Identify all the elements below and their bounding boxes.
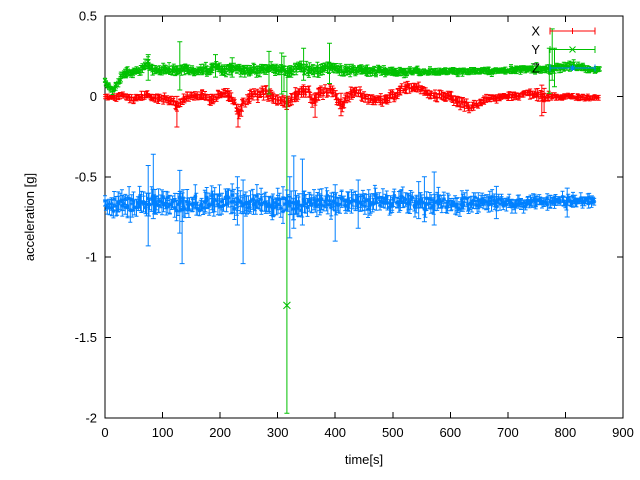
series-y-points — [102, 59, 602, 310]
x-tick-label: 600 — [439, 425, 461, 440]
x-tick-label: 700 — [497, 425, 519, 440]
legend-label-y: Y — [531, 42, 540, 57]
y-tick-label: -1.5 — [75, 330, 97, 345]
legend-label-z: Z — [532, 61, 540, 76]
axes: 0 100 200 300 400 500 600 700 800 900 0.5 0 -0.5 -1 -1… — [75, 9, 634, 441]
y-axis-title: acceleration [g] — [22, 173, 37, 261]
x-tick-label: 0 — [101, 425, 108, 440]
legend-label-x: X — [531, 24, 540, 39]
y-tick-label: 0 — [90, 89, 97, 104]
series-z-points — [103, 192, 597, 214]
x-tick-label: 100 — [152, 425, 174, 440]
x-tick-label: 200 — [209, 425, 231, 440]
data-series — [102, 28, 602, 414]
y-tick-label: -1 — [85, 250, 97, 265]
x-tick-label: 400 — [324, 425, 346, 440]
y-tick-label: 0.5 — [79, 9, 97, 24]
legend-samples — [549, 27, 596, 72]
y-tick-label: -0.5 — [75, 169, 97, 184]
legend-sample-x — [549, 27, 596, 35]
x-axis-title: time[s] — [345, 452, 383, 467]
x-tick-label: 800 — [555, 425, 577, 440]
x-tick-label: 500 — [382, 425, 404, 440]
y-tick-label: -2 — [85, 411, 97, 426]
axis-ticks — [104, 15, 624, 419]
legend-sample-y — [549, 46, 596, 53]
legend-sample-z — [549, 64, 596, 72]
x-tick-label: 900 — [612, 425, 634, 440]
legend: X Y Z — [531, 24, 596, 76]
x-tick-label: 300 — [267, 425, 289, 440]
